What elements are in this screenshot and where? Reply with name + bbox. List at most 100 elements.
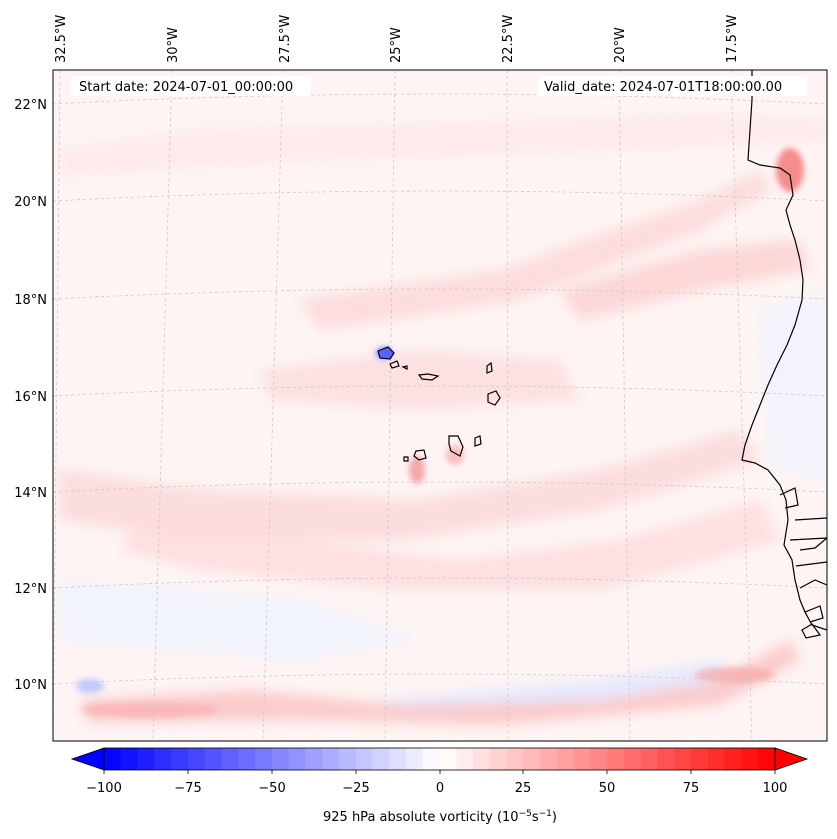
colorbar-cell [238, 748, 256, 770]
colorbar-tick-label: 0 [436, 781, 444, 796]
island-maio [474, 435, 482, 447]
colorbar-cell [724, 748, 743, 770]
vorticity-band-southern-edge [80, 640, 800, 725]
vorticity-band-upper [60, 115, 827, 175]
latitude-labels: 22°N 20°N 18°N 16°N 14°N 12°N 10°N [14, 98, 47, 693]
colorbar-cell [624, 748, 642, 770]
start-date-label: Start date: 2024-07-01_00:00:00 [79, 80, 293, 95]
lon-label: 17.5°W [725, 15, 740, 63]
island-sal [486, 361, 493, 374]
colorbar-cell [573, 748, 592, 770]
lat-label: 18°N [14, 293, 47, 308]
colorbar-cell [523, 748, 541, 770]
island-sao-vicente [389, 360, 400, 369]
lat-label: 12°N [14, 582, 47, 597]
colorbar-cell [305, 748, 323, 770]
colorbar-cell [288, 748, 306, 770]
colorbar-cell [154, 748, 172, 770]
colorbar-cell [506, 748, 524, 770]
vorticity-negative-southwest [60, 580, 420, 660]
valid-date-label: Valid_date: 2024-07-01T18:00:00.00 [544, 80, 782, 95]
vorticity-band-central [60, 430, 760, 540]
colorbar-cell [590, 748, 608, 770]
colorbar: −100 −75 −50 −25 0 25 50 75 100 925 hPa … [70, 747, 809, 825]
colorbar-tick-label: −50 [258, 781, 285, 796]
colorbar-cell [322, 748, 340, 770]
colorbar-extend-max [774, 747, 809, 771]
map-frame [52, 69, 828, 742]
colorbar-cell [439, 748, 457, 770]
cape-verde-islands [377, 346, 501, 462]
colorbar-tick-label: 50 [599, 781, 616, 796]
island-sao-nicolau [417, 373, 440, 381]
colorbar-cell [758, 748, 776, 770]
lon-label: 22.5°W [501, 15, 516, 63]
colorbar-tick-label: 25 [515, 781, 532, 796]
colorbar-cell [204, 748, 223, 770]
vorticity-band-islands [260, 350, 580, 410]
colorbar-cell [389, 748, 407, 770]
colorbar-cell [707, 748, 726, 770]
colorbar-cell [355, 748, 374, 770]
island-fogo [413, 449, 427, 461]
vorticity-max-coast [776, 148, 804, 192]
colorbar-cell [741, 748, 759, 770]
colorbar-cell [171, 748, 189, 770]
colorbar-cell [104, 748, 122, 770]
lat-label: 16°N [14, 390, 47, 405]
lon-label: 32.5°W [54, 15, 69, 63]
lon-label: 30°W [166, 27, 181, 63]
colorbar-cells [104, 748, 776, 770]
colorbar-cell [540, 748, 558, 770]
colorbar-cell [691, 748, 709, 770]
colorbar-cell [405, 748, 424, 770]
colorbar-cell [137, 748, 155, 770]
colorbar-cell [338, 748, 357, 770]
colorbar-tick-label: −75 [174, 781, 201, 796]
colorbar-tick-label: 100 [763, 781, 788, 796]
colorbar-tick-label: 75 [683, 781, 700, 796]
gridlines [53, 70, 827, 741]
lat-label: 20°N [14, 195, 47, 210]
vorticity-band-diagonal [300, 170, 770, 330]
colorbar-cell [473, 748, 491, 770]
island-boa-vista [487, 390, 501, 406]
colorbar-cell [657, 748, 675, 770]
colorbar-cell [187, 748, 206, 770]
lat-label: 14°N [14, 486, 47, 501]
start-date-box [71, 76, 311, 96]
vorticity-band-south [120, 500, 780, 590]
island-santa-luzia [401, 365, 408, 370]
vorticity-min-southwest [76, 679, 104, 693]
island-santo-antao [377, 346, 395, 360]
vorticity-max-southwest [80, 702, 220, 718]
lon-label: 27.5°W [278, 15, 293, 63]
colorbar-cell [489, 748, 508, 770]
lon-label: 25°W [389, 27, 404, 63]
africa-coastline [741, 70, 827, 631]
colorbar-cell [674, 748, 692, 770]
lat-label: 22°N [14, 98, 47, 113]
colorbar-frame [103, 747, 776, 771]
colorbar-cell [372, 748, 390, 770]
lat-label: 10°N [14, 678, 47, 693]
colorbar-cell [456, 748, 474, 770]
colorbar-title: 925 hPa absolute vorticity (10−5s−1) [323, 809, 557, 825]
colorbar-cell [640, 748, 659, 770]
map-panel[interactable] [53, 70, 827, 741]
colorbar-cell [221, 748, 239, 770]
island-brava [403, 456, 409, 462]
colorbar-tick-label: −100 [86, 781, 122, 796]
island-santiago [448, 435, 464, 457]
valid-date-box [538, 76, 807, 96]
colorbar-ticks [103, 770, 776, 774]
colorbar-cell [422, 748, 441, 770]
colorbar-cell [254, 748, 273, 770]
africa-coastline-estuary [779, 487, 827, 639]
colorbar-cell [607, 748, 625, 770]
colorbar-extend-min [70, 747, 105, 771]
vorticity-max-santiago [446, 445, 464, 465]
longitude-labels: 32.5°W 30°W 27.5°W 25°W 22.5°W 20°W 17.5… [54, 15, 740, 63]
colorbar-tick-labels: −100 −75 −50 −25 0 25 50 75 100 [86, 781, 787, 796]
